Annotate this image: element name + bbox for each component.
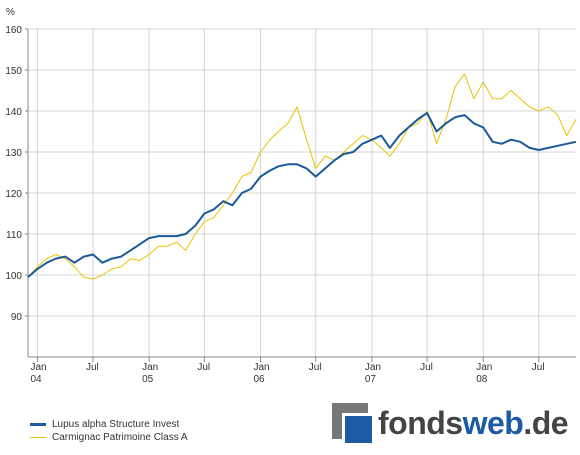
axes bbox=[25, 28, 576, 362]
x-tick-label: Jul bbox=[420, 362, 433, 373]
logo-mark-icon bbox=[332, 403, 372, 443]
logo-text-part1: fonds bbox=[378, 405, 463, 441]
x-tick-year-label: 08 bbox=[476, 374, 488, 385]
grid-lines bbox=[28, 28, 576, 357]
legend-swatch-series-2 bbox=[30, 437, 46, 438]
x-tick-label: Jan bbox=[30, 362, 46, 373]
logo-text-part2: web bbox=[462, 405, 524, 441]
legend-item-series-2: Carmignac Patrimoine Class A bbox=[30, 431, 188, 444]
legend-item-series-1: Lupus alpha Structure Invest bbox=[30, 418, 188, 431]
x-tick-year-label: 07 bbox=[365, 374, 377, 385]
fondsweb-logo: fondsweb.de bbox=[332, 403, 569, 447]
x-tick-year-label: 06 bbox=[254, 374, 266, 385]
y-tick-label: 130 bbox=[5, 148, 22, 159]
y-unit-label: % bbox=[6, 7, 15, 18]
series-lines bbox=[27, 73, 577, 280]
x-tick-label: Jul bbox=[532, 362, 545, 373]
x-tick-label: Jul bbox=[86, 362, 99, 373]
x-tick-year-label: 04 bbox=[30, 374, 42, 385]
x-tick-label: Jan bbox=[254, 362, 270, 373]
legend-label-series-2: Carmignac Patrimoine Class A bbox=[52, 432, 188, 443]
y-tick-label: 110 bbox=[6, 230, 22, 241]
x-tick-label: Jan bbox=[142, 362, 158, 373]
x-tick-year-label: 05 bbox=[142, 374, 154, 385]
x-tick-label: Jul bbox=[309, 362, 322, 373]
series-line-2 bbox=[27, 73, 577, 280]
legend-swatch-series-1 bbox=[30, 423, 46, 426]
x-tick-label: Jan bbox=[476, 362, 492, 373]
y-tick-label: 150 bbox=[5, 66, 22, 77]
legend: Lupus alpha Structure Invest Carmignac P… bbox=[30, 418, 188, 444]
y-tick-label: 100 bbox=[5, 271, 22, 282]
series-line-1 bbox=[27, 112, 577, 278]
y-tick-label: 120 bbox=[5, 189, 22, 200]
logo-text: fondsweb.de bbox=[378, 403, 569, 443]
x-tick-label: Jul bbox=[197, 362, 210, 373]
x-tick-label: Jan bbox=[365, 362, 381, 373]
legend-label-series-1: Lupus alpha Structure Invest bbox=[52, 419, 180, 430]
y-tick-label: 160 bbox=[5, 25, 22, 36]
y-tick-label: 140 bbox=[5, 107, 22, 118]
logo-text-part3: .de bbox=[523, 405, 569, 441]
y-tick-label: 90 bbox=[11, 312, 23, 323]
